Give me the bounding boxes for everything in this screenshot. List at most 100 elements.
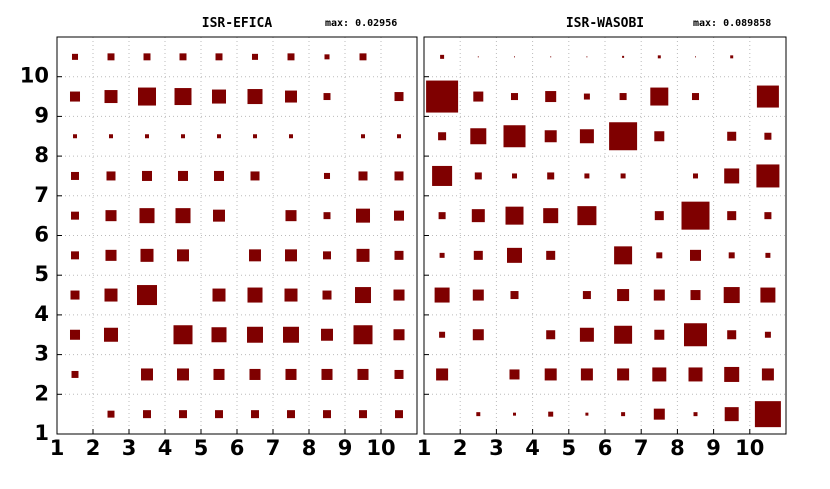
x-tick-label: 9 <box>706 436 721 460</box>
cell-square <box>109 134 113 139</box>
cell-square <box>617 368 630 381</box>
cell-square <box>724 407 739 422</box>
cell-square <box>657 55 661 59</box>
cell-square <box>323 251 331 260</box>
cell-square <box>71 370 79 378</box>
x-tick-label: 6 <box>598 436 613 460</box>
cell-square <box>247 89 263 105</box>
cell-square <box>546 330 556 340</box>
cell-square <box>728 252 735 259</box>
cell-square <box>690 290 701 301</box>
cell-square <box>436 368 449 381</box>
cell-square <box>434 287 450 303</box>
cell-square <box>584 173 590 179</box>
cell-square <box>393 210 405 221</box>
cell-square <box>471 209 485 223</box>
cell-square <box>514 56 515 58</box>
cell-square <box>356 248 370 262</box>
x-tick-label: 7 <box>634 436 649 460</box>
cell-square <box>583 93 590 100</box>
cell-square <box>105 249 117 261</box>
cell-square <box>582 291 591 300</box>
cell-square <box>727 211 737 221</box>
cell-square <box>764 132 772 140</box>
cell-square <box>323 212 331 220</box>
cell-square <box>579 129 594 144</box>
cell-square <box>438 212 446 220</box>
cell-square <box>143 53 151 61</box>
cell-square <box>395 410 403 419</box>
x-tick-label: 5 <box>194 436 209 460</box>
cell-square <box>693 412 698 417</box>
cell-square <box>730 55 734 59</box>
x-tick-label: 10 <box>366 436 395 460</box>
y-tick-label: 4 <box>34 302 49 326</box>
cell-square <box>614 325 633 344</box>
x-tick-label: 9 <box>338 436 353 460</box>
x-tick-label: 6 <box>230 436 245 460</box>
cell-square <box>650 87 669 106</box>
cell-square <box>724 168 740 184</box>
cell-square <box>473 250 483 260</box>
cell-square <box>617 289 630 302</box>
x-tick-label: 10 <box>735 436 764 460</box>
cell-square <box>321 368 333 380</box>
cell-square <box>357 368 369 380</box>
cell-square <box>693 173 698 179</box>
cell-square <box>353 325 373 345</box>
cell-square <box>473 91 484 102</box>
cell-square <box>73 134 77 139</box>
cell-square <box>104 90 118 104</box>
y-tick-label: 10 <box>20 64 49 88</box>
cell-square <box>145 134 149 139</box>
cell-square <box>217 134 221 139</box>
x-tick-label: 2 <box>453 436 468 460</box>
max-note: max: 0.089858 <box>693 18 771 29</box>
cell-square <box>509 369 520 380</box>
cell-square <box>71 251 79 260</box>
cell-square <box>439 331 446 338</box>
cell-square <box>283 326 299 343</box>
cell-square <box>253 134 257 139</box>
cell-square <box>609 122 638 151</box>
plot-frame <box>423 36 787 435</box>
cell-square <box>211 89 227 104</box>
cell-square <box>727 131 737 141</box>
cell-square <box>510 93 519 101</box>
cell-square <box>579 327 594 342</box>
cell-square <box>507 247 522 263</box>
cell-square <box>620 173 626 179</box>
cell-square <box>322 290 332 300</box>
cell-square <box>548 411 554 417</box>
x-tick-label: 8 <box>670 436 685 460</box>
cell-square <box>289 134 293 139</box>
cell-square <box>323 172 331 179</box>
cell-square <box>215 53 223 61</box>
cell-square <box>251 410 259 419</box>
cell-square <box>323 93 331 101</box>
cell-square <box>394 92 404 102</box>
cell-square <box>141 368 153 381</box>
cell-square <box>181 134 185 139</box>
cell-square <box>173 325 193 345</box>
cell-square <box>505 206 524 225</box>
cell-square <box>106 171 116 181</box>
x-tick-label: 1 <box>50 436 65 460</box>
cell-square <box>140 248 154 262</box>
cell-square <box>71 171 79 180</box>
cell-square <box>394 171 404 181</box>
cell-square <box>397 134 401 139</box>
cell-square <box>683 323 708 347</box>
cell-square <box>105 210 117 222</box>
cell-square <box>174 88 192 106</box>
cell-square <box>622 55 625 58</box>
cell-square <box>764 212 772 220</box>
cell-square <box>695 56 696 58</box>
cell-square <box>577 206 597 226</box>
cell-square <box>287 410 295 419</box>
cell-square <box>761 368 774 381</box>
cell-square <box>653 289 665 301</box>
cell-square <box>756 164 780 188</box>
cell-square <box>138 87 156 106</box>
